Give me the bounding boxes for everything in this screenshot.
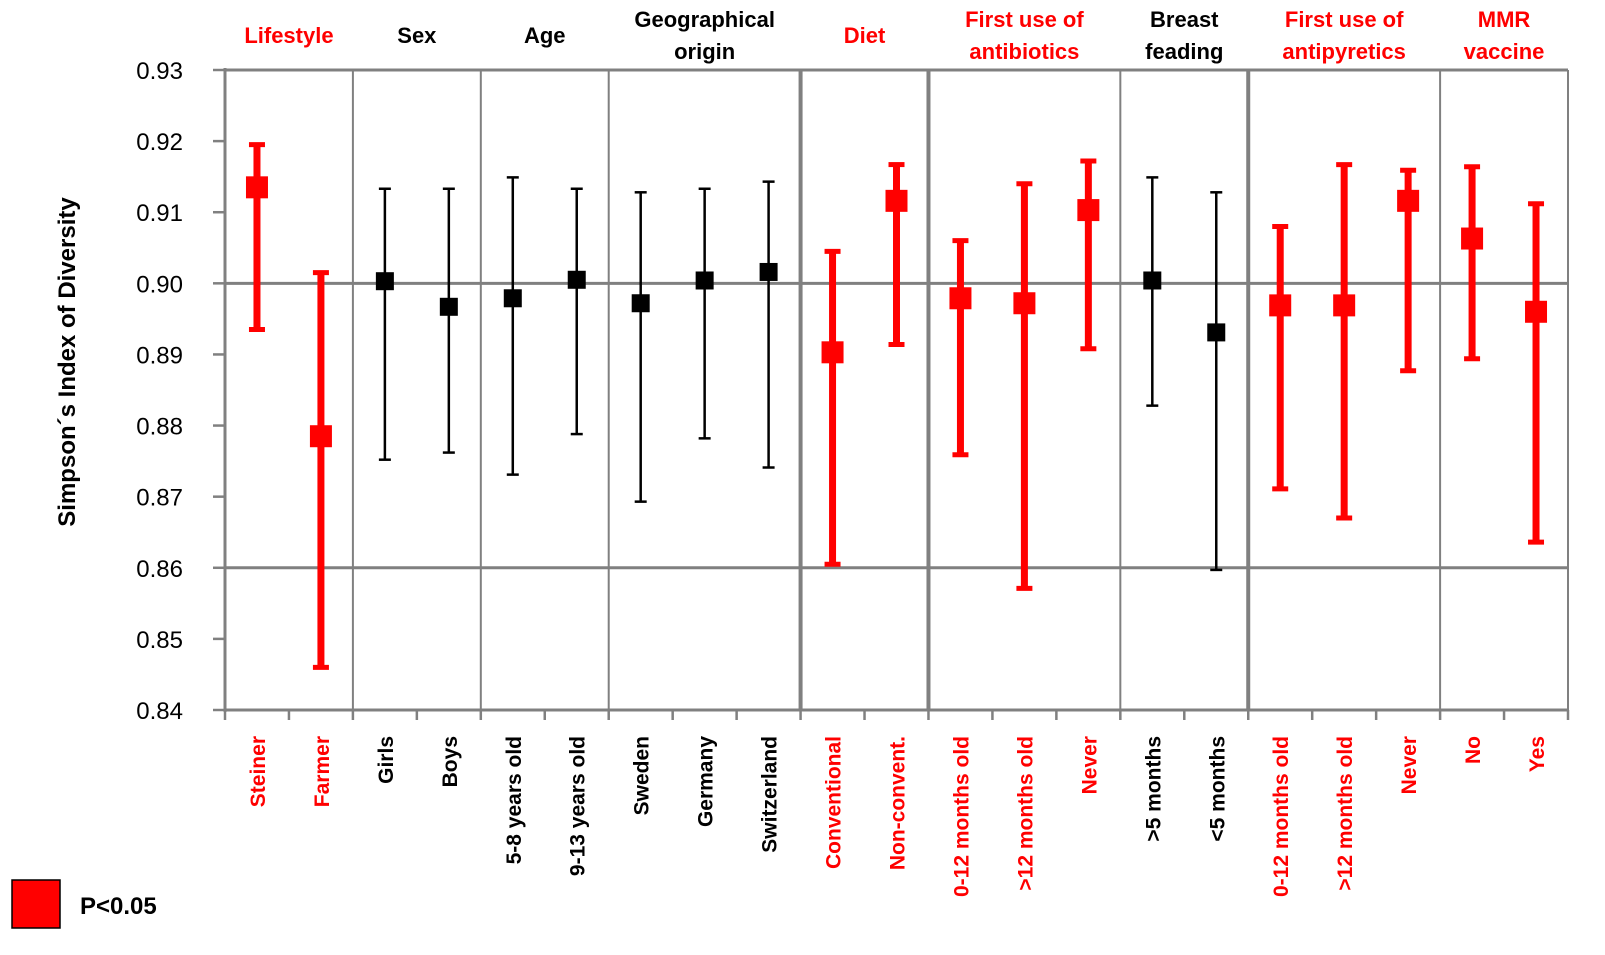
data-point-marker [439, 297, 458, 316]
y-tick-label: 0.93 [136, 58, 183, 85]
group-label: First use of antibiotics [965, 7, 1084, 64]
y-tick-label: 0.91 [136, 200, 183, 227]
x-category-label: Girls [375, 736, 398, 784]
group-label: First use of antipyretics [1282, 7, 1406, 64]
data-point-group [1333, 162, 1356, 521]
data-point-marker [695, 271, 714, 290]
data-point-marker [1525, 300, 1548, 323]
data-point-marker [1207, 323, 1226, 342]
data-point-group [1461, 164, 1484, 362]
group-label: Diet [844, 23, 886, 48]
data-point-group [759, 180, 778, 469]
x-category-label: 9-13 years old [567, 736, 590, 876]
y-tick-label: 0.86 [136, 556, 183, 583]
data-point-group [503, 176, 522, 476]
data-point-marker [631, 294, 650, 313]
x-category-label: No [1462, 736, 1485, 764]
x-category-label: >12 months old [1334, 736, 1357, 891]
legend-label: P<0.05 [80, 893, 157, 920]
data-point-group [821, 248, 844, 567]
x-category-label: Never [1398, 736, 1421, 794]
data-point-marker [759, 262, 778, 281]
data-point-marker [821, 341, 844, 364]
x-category-label: Yes [1526, 736, 1549, 772]
group-label: Lifestyle [244, 23, 333, 48]
x-category-label: Conventional [823, 736, 846, 869]
x-category-label: Steiner [247, 736, 270, 807]
x-category-label: Boys [439, 736, 462, 787]
x-category-label: >5 months [1142, 736, 1165, 842]
data-point-marker [1077, 199, 1100, 222]
data-point-group [375, 187, 394, 461]
data-point-marker [375, 272, 394, 291]
group-label: MMR vaccine [1464, 7, 1545, 64]
x-category-label: Non-convent. [887, 736, 910, 870]
data-point-marker [949, 287, 972, 310]
x-category-label: <5 months [1206, 736, 1229, 842]
group-label: Age [524, 23, 566, 48]
data-point-marker [503, 289, 522, 308]
group-label: Breast feading [1145, 7, 1223, 64]
data-point-marker [309, 425, 332, 448]
data-point-group [245, 142, 268, 333]
data-point-marker [1397, 189, 1420, 212]
data-point-group [1397, 167, 1420, 374]
legend: P<0.05 [11, 879, 157, 929]
data-point-group [309, 270, 332, 670]
data-point-group [1207, 191, 1226, 572]
data-point-marker [567, 270, 586, 289]
x-category-label: Germany [695, 736, 718, 827]
x-category-label: Farmer [311, 736, 334, 807]
data-point-group [1143, 176, 1162, 407]
data-point-group [949, 238, 972, 458]
data-point-marker [1143, 271, 1162, 290]
x-category-label: 5-8 years old [503, 736, 526, 864]
y-tick-label: 0.89 [136, 342, 183, 369]
y-tick-label: 0.84 [136, 698, 183, 725]
x-category-label: >12 months old [1014, 736, 1037, 891]
x-category-label: Switzerland [759, 736, 782, 853]
x-category-label: Never [1078, 736, 1101, 794]
data-point-marker [885, 189, 908, 212]
y-tick-label: 0.87 [136, 485, 183, 512]
y-axis-label: Simpson´s Index of Diversity [54, 197, 81, 527]
group-label: Sex [397, 23, 437, 48]
data-point-group [439, 187, 458, 454]
y-tick-label: 0.88 [136, 414, 183, 441]
y-tick-label: 0.85 [136, 627, 183, 654]
x-category-label: Sweden [631, 736, 654, 815]
data-point-group [567, 187, 586, 436]
data-point-group [1077, 158, 1100, 352]
legend-swatch [11, 879, 61, 929]
data-point-group [1269, 223, 1292, 492]
data-point-marker [1461, 227, 1484, 250]
data-point-marker [1333, 294, 1356, 317]
y-tick-label: 0.90 [136, 271, 183, 298]
data-point-group [695, 187, 714, 440]
x-category-label: 0-12 months old [1270, 736, 1293, 897]
data-point-marker [1269, 294, 1292, 317]
x-category-label: 0-12 months old [950, 736, 973, 897]
data-point-marker [245, 176, 268, 199]
data-point-group [631, 191, 650, 503]
group-label: Geographical origin [634, 7, 775, 64]
data-point-marker [1013, 292, 1036, 315]
y-tick-label: 0.92 [136, 129, 183, 156]
data-point-group [1525, 201, 1548, 545]
data-point-group [885, 162, 908, 347]
data-point-group [1013, 181, 1036, 591]
